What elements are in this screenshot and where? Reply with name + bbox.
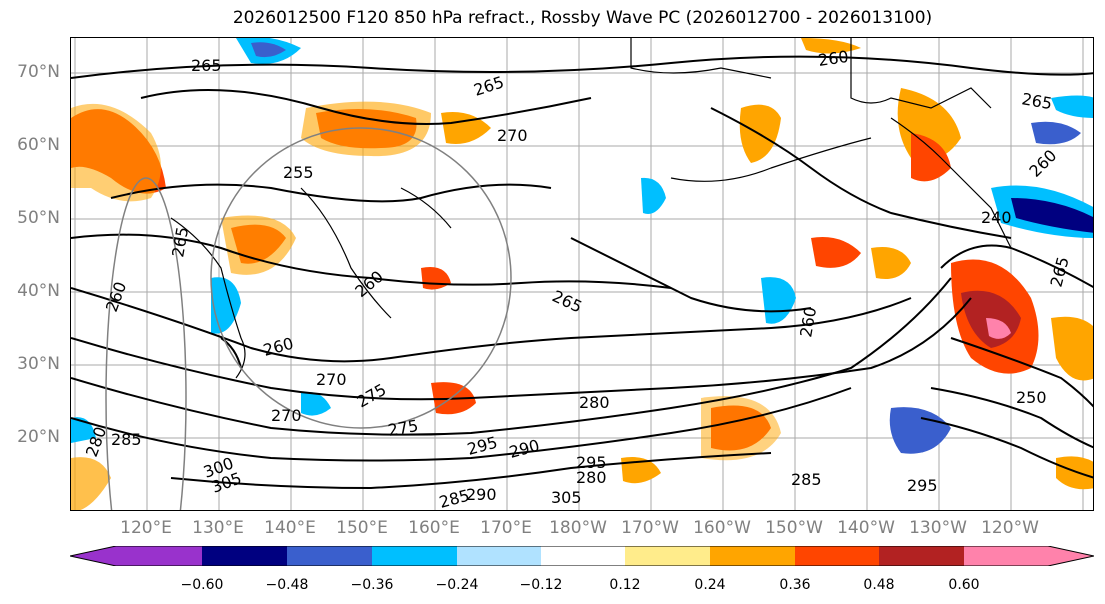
colorbar-tick: −0.60 <box>180 577 224 593</box>
lat-label-50n: 50°N <box>17 208 60 228</box>
map-title: 2026012500 F120 850 hPa refract., Rossby… <box>232 8 933 28</box>
colorbar-tick: −0.12 <box>519 577 563 593</box>
colorbar-segment <box>964 546 1048 566</box>
lat-label-70n: 70°N <box>17 62 60 82</box>
lon-label-140e: 140°E <box>264 518 316 538</box>
contour-label: 260 <box>351 267 387 301</box>
contour-label: 255 <box>283 163 314 182</box>
contour-label: 265 <box>191 56 222 75</box>
colorbar-segment <box>879 546 964 566</box>
lon-label-180w: 180°W <box>549 518 607 538</box>
contour-label: 290 <box>466 485 497 504</box>
colorbar <box>70 546 1094 566</box>
colorbar-segment <box>541 546 625 566</box>
contour-label: 265 <box>549 286 585 316</box>
lon-label-160e: 160°E <box>408 518 460 538</box>
colorbar-segment <box>625 546 710 566</box>
contour-label: 270 <box>271 406 302 425</box>
lon-label-150e: 150°E <box>336 518 388 538</box>
colorbar-tick: 0.12 <box>609 577 641 593</box>
colorbar-segment <box>202 546 287 566</box>
contour-label: 285 <box>437 486 471 511</box>
lon-label-120e: 120°E <box>120 518 172 538</box>
contour-label: 265 <box>1020 89 1053 113</box>
colorbar-segment <box>372 546 457 566</box>
lon-label-170w: 170°W <box>621 518 679 538</box>
contour-lines <box>71 55 1093 490</box>
contour-label: 305 <box>551 488 582 507</box>
contour-label: 240 <box>981 208 1012 227</box>
contour-label: 260 <box>817 47 850 70</box>
contour-label: 250 <box>1016 388 1047 407</box>
lat-label-60n: 60°N <box>17 135 60 155</box>
lat-label-40n: 40°N <box>17 281 60 301</box>
colorbar-segment <box>287 546 372 566</box>
contour-label: 265 <box>471 72 506 100</box>
colorbar-extend-low <box>70 546 116 566</box>
lon-label-130w: 130°W <box>909 518 967 538</box>
colorbar-segment <box>795 546 879 566</box>
contour-label: 290 <box>507 436 541 462</box>
anomaly-shading <box>71 38 1093 510</box>
contour-label: 275 <box>386 416 419 440</box>
region-circle <box>210 127 512 429</box>
colorbar-segment <box>457 546 541 566</box>
map-panel: 265 260 265 265 270 255 265 260 260 265 … <box>70 37 1094 511</box>
colorbar-tick: 0.24 <box>694 577 726 593</box>
contour-label: 270 <box>316 370 347 389</box>
region-ellipse <box>105 177 187 510</box>
contour-label: 295 <box>576 453 607 472</box>
contour-label: 285 <box>111 430 142 449</box>
lon-label-150w: 150°W <box>765 518 823 538</box>
contour-label: 260 <box>102 279 130 314</box>
colorbar-tick: −0.24 <box>435 577 479 593</box>
colorbar-tick: 0.36 <box>779 577 811 593</box>
colorbar-tick: 0.60 <box>948 577 980 593</box>
colorbar-tick: 0.48 <box>863 577 895 593</box>
lat-label-30n: 30°N <box>17 354 60 374</box>
colorbar-segment <box>116 546 202 566</box>
contour-label: 285 <box>791 470 822 489</box>
contour-label: 275 <box>354 380 390 412</box>
contour-label: 260 <box>1025 146 1060 181</box>
coastlines <box>170 38 1012 379</box>
colorbar-tick: −0.48 <box>265 577 309 593</box>
lon-label-140w: 140°W <box>837 518 895 538</box>
lon-label-120w: 120°W <box>981 518 1039 538</box>
colorbar-extend-high <box>1048 546 1094 566</box>
colorbar-tick: −0.36 <box>350 577 394 593</box>
contour-label: 270 <box>497 126 528 145</box>
contour-label: 280 <box>576 468 607 487</box>
contour-label: 260 <box>796 305 820 338</box>
colorbar-segment <box>710 546 795 566</box>
contour-label: 295 <box>907 476 938 495</box>
contour-label: 265 <box>1047 255 1073 289</box>
map-svg: 265 260 265 265 270 255 265 260 260 265 … <box>71 38 1093 511</box>
lat-label-20n: 20°N <box>17 427 60 447</box>
lon-label-160w: 160°W <box>693 518 751 538</box>
lon-label-130e: 130°E <box>192 518 244 538</box>
contour-label: 265 <box>168 225 192 258</box>
contour-label: 280 <box>579 393 610 412</box>
lon-label-170e: 170°E <box>480 518 532 538</box>
